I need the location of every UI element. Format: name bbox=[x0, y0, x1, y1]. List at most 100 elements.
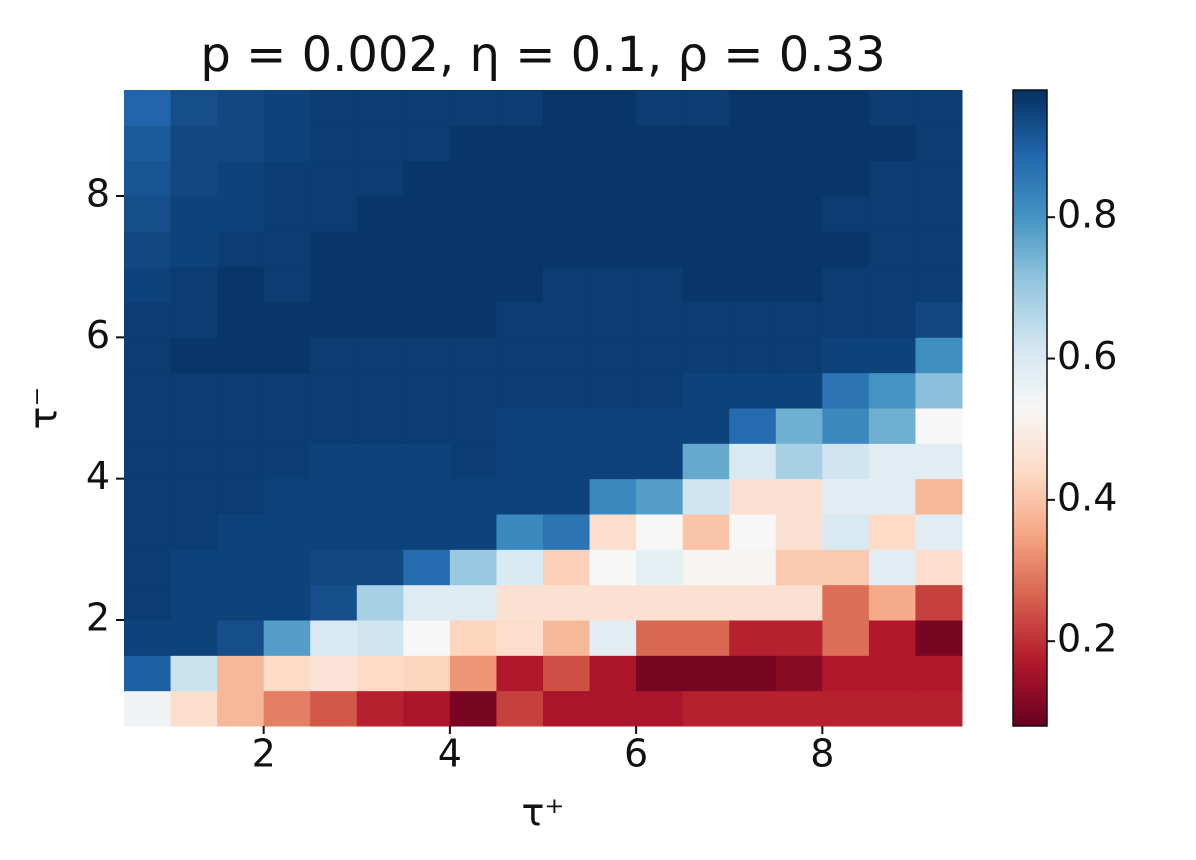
heat-cell bbox=[775, 549, 823, 586]
heat-cell bbox=[589, 337, 637, 374]
heat-cell bbox=[263, 266, 311, 303]
heat-cell bbox=[543, 478, 591, 515]
heat-cell bbox=[310, 90, 358, 126]
heat-cell bbox=[868, 266, 916, 303]
heat-cell bbox=[589, 620, 637, 656]
heat-cell bbox=[868, 443, 916, 480]
heat-cell bbox=[496, 231, 544, 268]
heat-cell bbox=[496, 160, 544, 197]
heat-cell bbox=[682, 408, 730, 444]
heat-cell bbox=[356, 620, 404, 656]
heat-cell bbox=[868, 125, 916, 162]
heat-cell bbox=[915, 620, 963, 656]
heat-cell bbox=[543, 196, 591, 232]
heat-cell bbox=[682, 514, 730, 550]
heat-cell bbox=[729, 655, 777, 692]
heat-cell bbox=[775, 160, 823, 197]
heat-cell bbox=[449, 266, 497, 303]
heat-cell bbox=[543, 514, 591, 550]
heat-cell bbox=[682, 196, 730, 232]
heat-cell bbox=[310, 160, 358, 197]
heat-cell bbox=[543, 125, 591, 162]
heat-cell bbox=[449, 620, 497, 656]
heat-cell bbox=[868, 408, 916, 444]
heat-cell bbox=[915, 690, 963, 727]
heat-cell bbox=[170, 655, 218, 692]
heat-cell bbox=[682, 337, 730, 374]
heat-cell bbox=[170, 478, 218, 515]
heat-cell bbox=[915, 478, 963, 515]
heat-cell bbox=[729, 196, 777, 232]
heat-cell bbox=[217, 231, 265, 268]
heat-cell bbox=[682, 372, 730, 409]
heat-cell bbox=[263, 584, 311, 621]
heat-cell bbox=[775, 125, 823, 162]
heat-cell bbox=[170, 337, 218, 374]
heat-cell bbox=[170, 125, 218, 162]
x-tick-label: 2 bbox=[252, 732, 276, 776]
heat-cell bbox=[636, 443, 684, 480]
heat-cell bbox=[217, 655, 265, 692]
heat-cell bbox=[543, 584, 591, 621]
heat-cell bbox=[217, 160, 265, 197]
heat-cell bbox=[682, 443, 730, 480]
heat-cell bbox=[775, 372, 823, 409]
heat-cell bbox=[822, 372, 870, 409]
heat-cell bbox=[682, 231, 730, 268]
heat-cell bbox=[263, 125, 311, 162]
heat-cell bbox=[356, 337, 404, 374]
heat-cell bbox=[496, 549, 544, 586]
heat-cell bbox=[496, 125, 544, 162]
heat-cell bbox=[682, 584, 730, 621]
heat-cell bbox=[496, 478, 544, 515]
heat-cell bbox=[915, 443, 963, 480]
heat-cell bbox=[636, 125, 684, 162]
heat-cell bbox=[822, 690, 870, 727]
heat-cell bbox=[915, 266, 963, 303]
heat-cell bbox=[543, 90, 591, 126]
heat-cell bbox=[124, 231, 172, 268]
heat-cell bbox=[217, 443, 265, 480]
heat-cell bbox=[868, 690, 916, 727]
heat-cell bbox=[775, 690, 823, 727]
heat-cell bbox=[170, 266, 218, 303]
heat-cell bbox=[636, 266, 684, 303]
heat-cell bbox=[868, 478, 916, 515]
heat-cell bbox=[822, 620, 870, 656]
heat-cell bbox=[915, 302, 963, 338]
heat-cell bbox=[496, 690, 544, 727]
heat-cell bbox=[356, 478, 404, 515]
heat-cell bbox=[310, 408, 358, 444]
heat-cell bbox=[356, 408, 404, 444]
heat-cell bbox=[636, 584, 684, 621]
heat-cell bbox=[729, 690, 777, 727]
heat-cell bbox=[403, 231, 451, 268]
heat-cell bbox=[449, 408, 497, 444]
heat-cell bbox=[822, 549, 870, 586]
heat-cell bbox=[356, 160, 404, 197]
heat-cell bbox=[729, 90, 777, 126]
heat-cell bbox=[729, 125, 777, 162]
heat-cell bbox=[915, 196, 963, 232]
heat-cell bbox=[124, 514, 172, 550]
heat-cell bbox=[775, 620, 823, 656]
heat-cell bbox=[822, 655, 870, 692]
heat-cell bbox=[868, 302, 916, 338]
heat-cell bbox=[403, 302, 451, 338]
heat-cell bbox=[636, 337, 684, 374]
heat-cell bbox=[263, 620, 311, 656]
heat-cell bbox=[682, 549, 730, 586]
heat-cell bbox=[124, 620, 172, 656]
heat-cell bbox=[403, 372, 451, 409]
heat-cell bbox=[449, 90, 497, 126]
heat-cell bbox=[822, 514, 870, 550]
heat-cell bbox=[124, 478, 172, 515]
heat-cell bbox=[822, 443, 870, 480]
heat-cell bbox=[636, 690, 684, 727]
heat-cell bbox=[822, 231, 870, 268]
heat-cell bbox=[496, 372, 544, 409]
heat-cell bbox=[263, 514, 311, 550]
heat-cell bbox=[170, 443, 218, 480]
heat-cell bbox=[915, 160, 963, 197]
heat-cell bbox=[682, 160, 730, 197]
